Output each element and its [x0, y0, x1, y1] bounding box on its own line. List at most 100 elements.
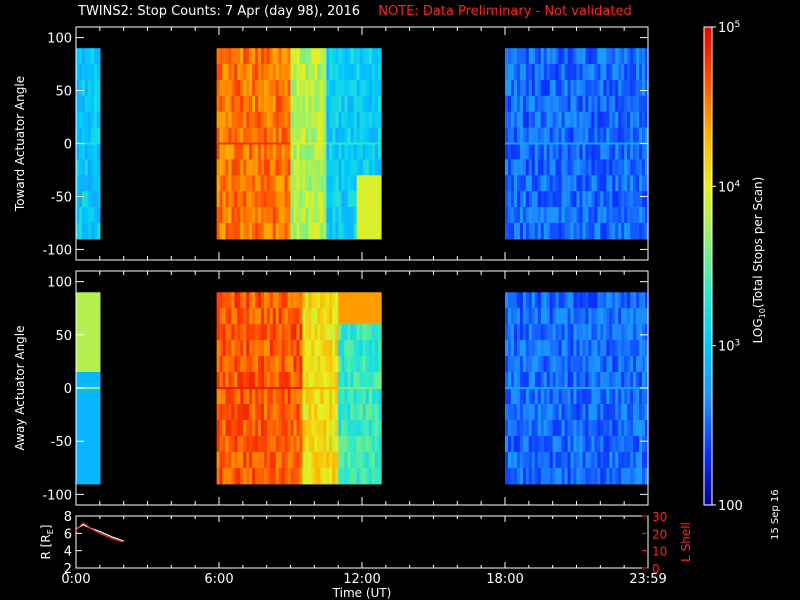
heatmap-cell: [353, 191, 358, 208]
heatmap-cell: [582, 159, 587, 176]
heatmap-cell: [335, 207, 339, 224]
heatmap-cell: [320, 356, 324, 373]
heatmap-cell: [296, 111, 301, 129]
heatmap-cell: [79, 388, 83, 405]
heatmap-cell: [290, 191, 295, 208]
heatmap-cell: [302, 435, 306, 453]
heatmap-cell: [252, 419, 256, 437]
heatmap-cell: [528, 127, 533, 145]
heatmap-cell: [612, 372, 616, 389]
heatmap-cell: [231, 419, 235, 437]
heatmap-cell: [338, 159, 342, 176]
heatmap-cell: [347, 435, 352, 453]
heatmap-cell: [84, 80, 89, 97]
heatmap-cell: [600, 372, 604, 389]
heatmap-cell: [219, 95, 224, 113]
heatmap-cell: [522, 64, 527, 81]
heatmap-cell: [636, 48, 640, 65]
heatmap-cell: [621, 292, 625, 309]
heatmap-cell: [549, 451, 554, 469]
heatmap-cell: [528, 404, 533, 421]
heatmap-cell: [540, 292, 545, 309]
heatmap-cell: [347, 388, 352, 405]
heatmap-cell: [505, 159, 509, 176]
heatmap-cell: [555, 175, 560, 192]
heatmap-cell: [335, 340, 339, 357]
heatmap-cell: [508, 48, 512, 65]
heatmap-cell: [323, 404, 327, 421]
heatmap-cell: [356, 372, 361, 389]
heatmap-cell: [263, 207, 268, 224]
heatmap-cell: [639, 80, 643, 97]
heatmap-cell: [246, 80, 250, 97]
heatmap-cell: [308, 308, 312, 325]
heatmap-cell: [314, 404, 318, 421]
heatmap-cell: [588, 435, 592, 453]
heatmap-cell: [546, 467, 551, 485]
heatmap-cell: [558, 80, 563, 97]
heatmap-cell: [362, 451, 367, 469]
heatmap-cell: [272, 435, 277, 453]
heatmap-cell: [624, 95, 628, 113]
heatmap-cell: [314, 467, 318, 485]
heatmap-cell: [579, 467, 584, 485]
heatmap-cell: [278, 111, 283, 129]
heatmap-cell: [305, 435, 309, 453]
heatmap-cell: [645, 372, 649, 389]
heatmap-cell: [543, 95, 548, 113]
heatmap-cell: [371, 95, 376, 113]
heatmap-cell: [546, 356, 551, 373]
heatmap-cell: [216, 111, 221, 129]
heatmap-cell: [246, 292, 250, 309]
heatmap-cell: [618, 324, 622, 341]
heatmap-cell: [511, 143, 515, 160]
heatmap-cell: [549, 143, 554, 160]
heatmap-cell: [615, 388, 619, 405]
heatmap-cell: [311, 451, 315, 469]
heatmap-cell: [79, 324, 83, 341]
heatmap-cell: [332, 191, 336, 208]
heatmap-cell: [296, 324, 301, 341]
heatmap-cell: [549, 467, 554, 485]
heatmap-cell: [258, 159, 262, 176]
heatmap-cell: [335, 64, 339, 81]
heatmap-cell: [278, 175, 283, 192]
heatmap-cell: [299, 292, 304, 309]
heatmap-cell: [317, 191, 321, 208]
heatmap-cell: [511, 340, 515, 357]
heatmap-cell: [636, 451, 640, 469]
heatmap-cell: [511, 308, 515, 325]
heatmap-cell: [549, 95, 554, 113]
heatmap-cell: [600, 222, 604, 240]
heatmap-cell: [216, 467, 221, 485]
heatmap-cell: [591, 292, 595, 309]
heatmap-cell: [513, 356, 518, 373]
heatmap-cell: [90, 324, 95, 341]
heatmap-cell: [252, 388, 256, 405]
heatmap-cell: [624, 127, 628, 145]
heatmap-cell: [347, 159, 352, 176]
heatmap-cell: [335, 292, 339, 309]
heatmap-cell: [528, 95, 533, 113]
heatmap-cell: [368, 207, 373, 224]
heatmap-cell: [522, 111, 527, 129]
heatmap-cell: [639, 207, 643, 224]
heatmap-cell: [636, 372, 640, 389]
heatmap-cell: [82, 388, 86, 405]
heatmap-cell: [600, 191, 604, 208]
heatmap-cell: [305, 324, 309, 341]
heatmap-cell: [228, 191, 232, 208]
heatmap-cell: [353, 372, 358, 389]
heatmap-cell: [621, 143, 625, 160]
heatmap-cell: [329, 207, 333, 224]
heatmap-cell: [549, 308, 554, 325]
heatmap-cell: [645, 292, 649, 309]
heatmap-cell: [341, 95, 346, 113]
heatmap-cell: [359, 372, 364, 389]
heatmap-cell: [314, 372, 318, 389]
heatmap-cell: [335, 143, 339, 160]
heatmap-cell: [630, 467, 634, 485]
heatmap-cell: [513, 324, 518, 341]
heatmap-cell: [341, 127, 346, 145]
heatmap-cell: [317, 404, 321, 421]
